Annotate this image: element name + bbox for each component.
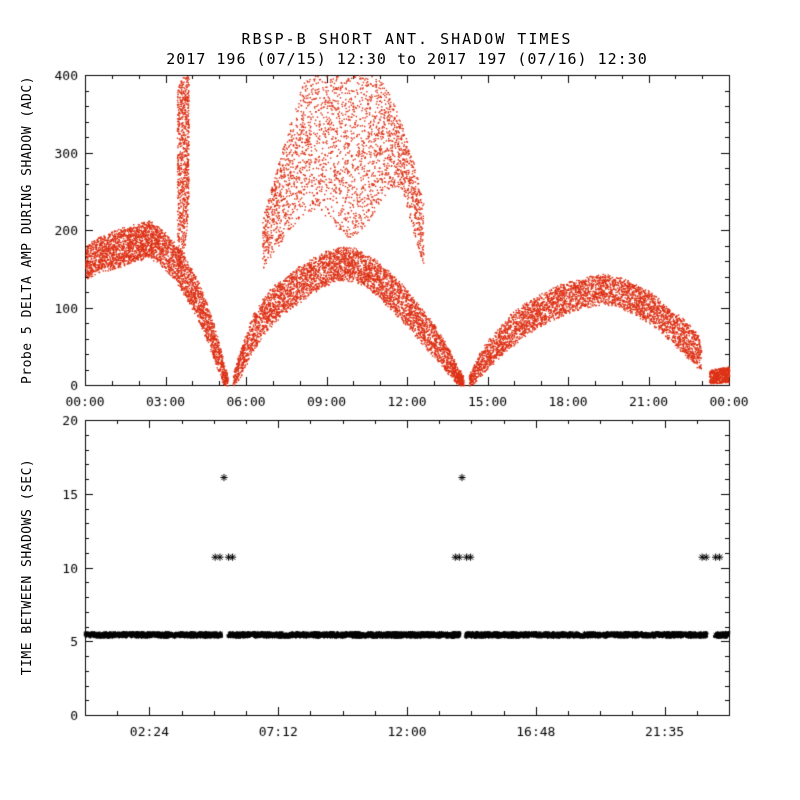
chart-title: RBSP-B SHORT ANT. SHADOW TIMES — [241, 30, 573, 48]
bottom-y-axis-label: TIME BETWEEN SHADOWS (SEC) — [20, 458, 35, 676]
chart-subtitle: 2017 196 (07/15) 12:30 to 2017 197 (07/1… — [166, 50, 648, 68]
